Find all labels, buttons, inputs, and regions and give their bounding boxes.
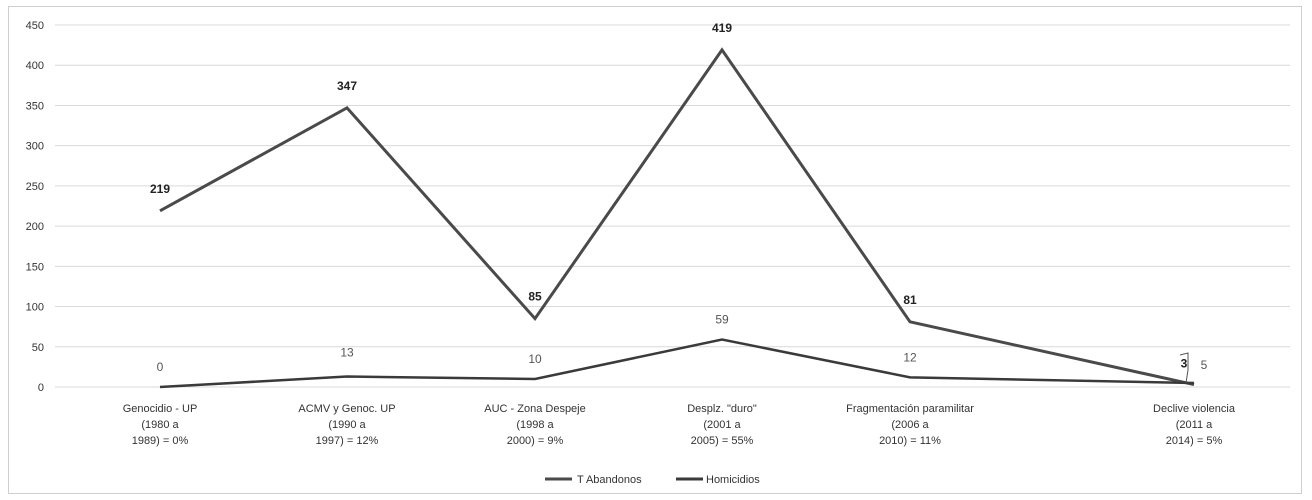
y-tick-label: 150 xyxy=(26,261,44,273)
x-tick-label: Genocidio - UP (1980 a 1989) = 0% xyxy=(123,403,198,447)
chart-frame xyxy=(8,6,1302,494)
data-label-t-abandonos: 81 xyxy=(903,293,917,307)
y-tick-label: 250 xyxy=(26,181,44,193)
y-tick-label: 300 xyxy=(26,141,44,153)
y-tick-label: 0 xyxy=(38,382,44,394)
data-label-t-abandonos: 85 xyxy=(528,290,542,304)
data-label-t-abandonos: 219 xyxy=(150,182,170,196)
data-label-t-abandonos: 419 xyxy=(712,21,732,35)
y-tick-label: 450 xyxy=(26,20,44,32)
y-tick-label: 350 xyxy=(26,100,44,112)
data-label-homicidios: 12 xyxy=(903,350,917,364)
data-label-homicidios: 10 xyxy=(528,352,542,366)
x-tick-label: Fragmentación paramilitar (2006 a 2010) = … xyxy=(846,403,974,447)
x-tick-label: Desplz. "duro" (2001 a 2005) = 55% xyxy=(687,403,757,447)
y-tick-label: 50 xyxy=(32,342,44,354)
data-label-homicidios: 0 xyxy=(157,360,164,374)
x-tick-label: ACMV y Genoc. UP (1990 a 1997) = 12% xyxy=(298,403,395,447)
y-tick-label: 400 xyxy=(26,60,44,72)
legend-label: Homicidios xyxy=(706,474,760,486)
data-label-leader-line xyxy=(1179,352,1189,384)
y-tick-label: 100 xyxy=(26,302,44,314)
data-label-homicidios: 5 xyxy=(1201,358,1208,372)
x-tick-label: AUC - Zona Despeje (1998 a 2000) = 9% xyxy=(484,403,586,447)
x-tick-label: Declive violencia (2011 a 2014) = 5% xyxy=(1153,403,1236,447)
series-line-homicidios xyxy=(159,338,1195,389)
data-label-homicidios: 13 xyxy=(340,346,354,360)
series-line-t-abandonos xyxy=(159,47,1195,387)
data-label-homicidios: 59 xyxy=(715,313,729,327)
data-label-t-abandonos: 3 xyxy=(1181,357,1188,371)
y-tick-label: 200 xyxy=(26,221,44,233)
data-label-t-abandonos: 347 xyxy=(337,79,357,93)
legend-label: T Abandonos xyxy=(577,474,642,486)
